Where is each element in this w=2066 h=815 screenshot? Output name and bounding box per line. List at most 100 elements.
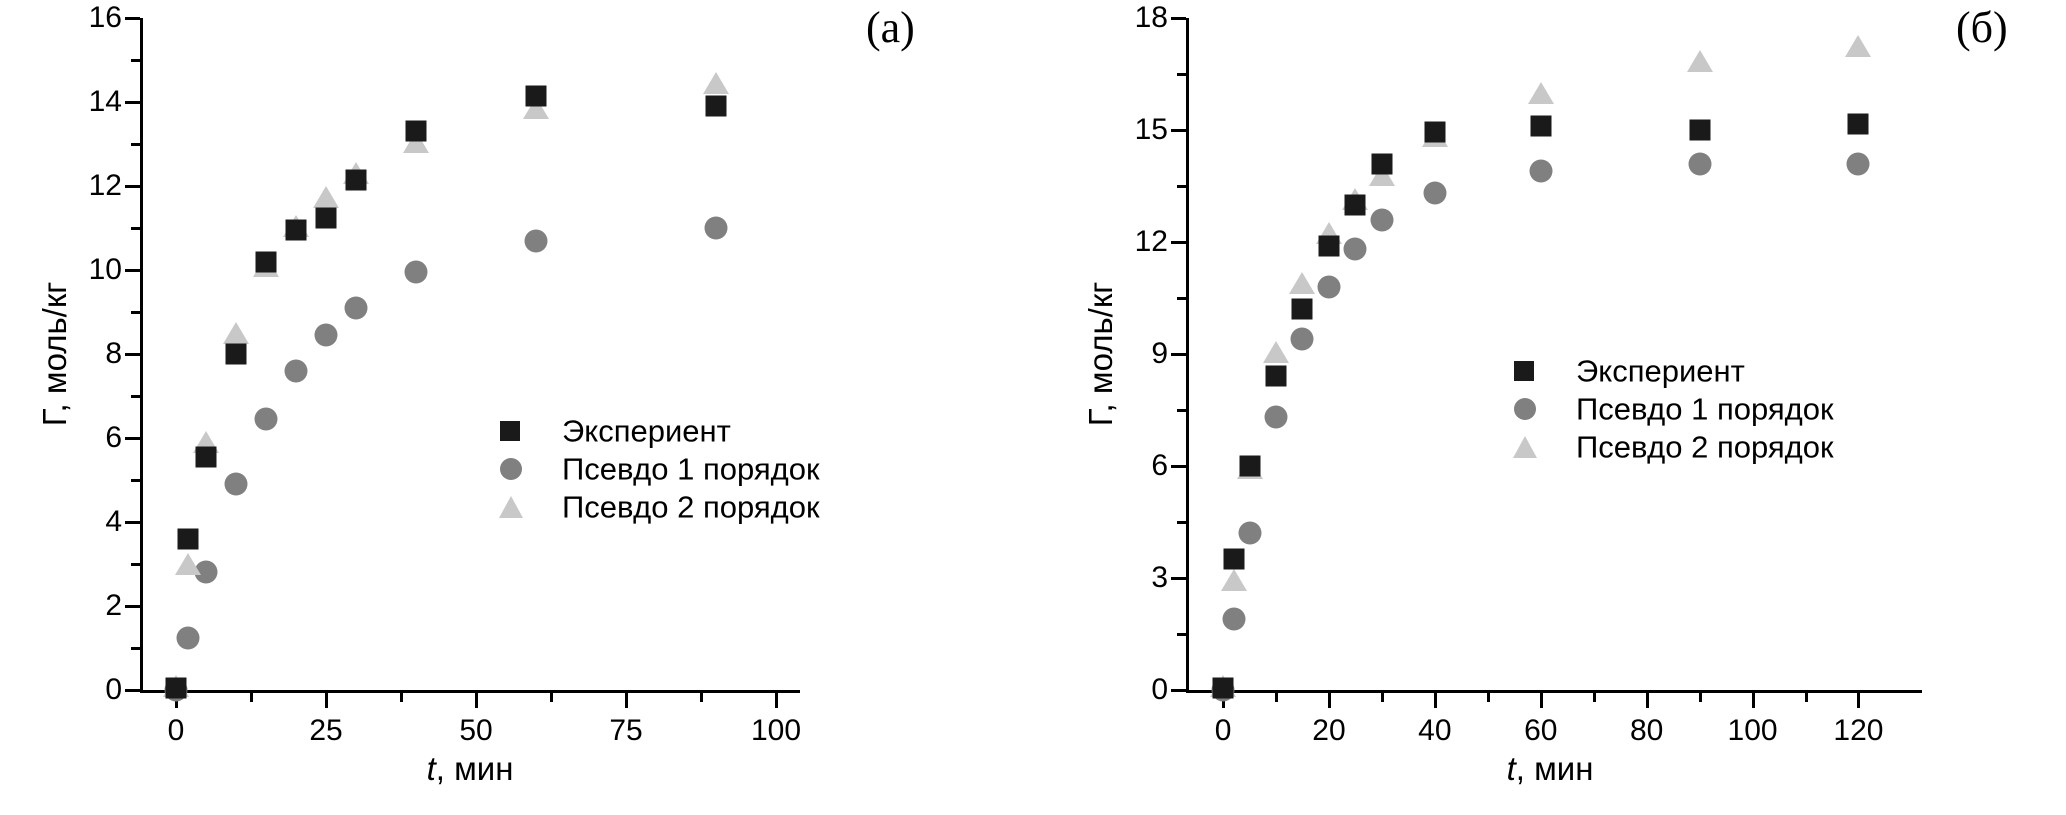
data-point — [1239, 455, 1261, 477]
legend-swatch-square — [1514, 361, 1534, 381]
y-tick-minor — [1177, 297, 1186, 300]
x-tick-minor — [250, 693, 253, 702]
data-point — [1263, 341, 1289, 364]
plot-area-b — [1171, 17, 1922, 708]
x-tick-major — [1539, 693, 1543, 708]
chart-panel-b: (б) Экспериент Псевдо 1 порядок Псевдо 2 п… — [1040, 0, 2066, 815]
data-point — [314, 323, 338, 347]
data-point — [703, 72, 729, 95]
y-tick-minor — [1177, 185, 1186, 188]
data-point — [177, 528, 199, 550]
data-point — [524, 229, 548, 253]
y-tick-label: 6 — [1151, 449, 1168, 482]
legend-swatch-circle — [1514, 398, 1536, 420]
data-point — [285, 219, 307, 241]
x-axis-title-symbol: t — [426, 750, 436, 787]
x-tick-minor — [1486, 693, 1490, 702]
y-tick-minor — [1177, 521, 1186, 524]
y-tick-minor — [1177, 73, 1186, 76]
x-axis-title: t, мин — [1507, 752, 1594, 785]
x-axis-title-unit: , мин — [1515, 750, 1594, 787]
y-tick-label: 8 — [105, 337, 122, 370]
data-point — [704, 216, 728, 240]
data-point — [1527, 81, 1554, 104]
data-point — [405, 120, 427, 142]
panel-letter-a: (a) — [866, 3, 915, 52]
x-tick-major — [1645, 693, 1649, 708]
y-tick-label: 0 — [105, 673, 122, 706]
y-tick-label: 3 — [1151, 561, 1168, 594]
data-point — [1529, 159, 1553, 183]
x-axis-title: t, мин — [427, 752, 514, 785]
x-tick-label: 20 — [1312, 714, 1346, 747]
data-point — [313, 185, 339, 208]
x-tick-minor — [1804, 693, 1808, 702]
y-tick-label: 9 — [1151, 337, 1168, 370]
x-tick-major — [1327, 693, 1331, 708]
y-tick-label: 6 — [105, 421, 122, 454]
x-tick-label: 40 — [1418, 714, 1452, 747]
data-point — [1265, 365, 1287, 387]
legend-item-label: Экспериент — [562, 413, 731, 449]
y-tick-major — [125, 17, 140, 20]
x-axis-title-symbol: t — [1506, 750, 1516, 787]
data-point — [1318, 235, 1340, 257]
y-tick-major — [1171, 465, 1186, 468]
x-tick-label: 100 — [750, 714, 802, 747]
data-point — [1370, 208, 1394, 232]
y-tick-major — [1171, 17, 1186, 20]
x-tick-major — [1433, 693, 1437, 708]
data-point — [1846, 152, 1870, 176]
y-tick-major — [125, 437, 140, 440]
data-point — [165, 677, 187, 699]
legend-item-label: Псевдо 2 порядок — [1576, 429, 1834, 465]
x-tick-major — [625, 693, 628, 708]
legend-swatch-triangle — [499, 496, 523, 518]
y-tick-label: 4 — [105, 505, 122, 538]
y-tick-major — [125, 521, 140, 524]
x-tick-minor — [1380, 693, 1384, 702]
data-point — [175, 553, 201, 575]
x-tick-major — [475, 693, 478, 708]
data-point — [1845, 35, 1872, 57]
y-tick-major — [1171, 689, 1186, 692]
y-tick-minor — [131, 59, 140, 62]
data-point — [1371, 153, 1393, 175]
x-tick-major — [1751, 693, 1755, 708]
data-point — [255, 251, 277, 273]
y-tick-major — [125, 101, 140, 104]
data-point — [1291, 298, 1313, 320]
data-point — [195, 446, 217, 468]
data-point — [1223, 548, 1245, 570]
x-tick-major — [325, 693, 328, 708]
legend-item-label: Экспериент — [1576, 353, 1745, 389]
chart-panel-a: (a) Экспериент Псевдо 1 порядок Псевдо 2 п… — [0, 0, 1000, 815]
x-tick-label: 0 — [167, 714, 185, 747]
y-tick-major — [1171, 353, 1186, 356]
x-tick-minor — [1592, 693, 1596, 702]
data-point — [1689, 119, 1711, 141]
y-axis-line — [1186, 18, 1189, 693]
x-axis-line — [140, 690, 800, 693]
y-tick-minor — [131, 395, 140, 398]
data-point — [1290, 327, 1314, 351]
data-point — [1264, 405, 1288, 429]
y-tick-major — [1171, 577, 1186, 580]
x-tick-minor — [400, 693, 403, 702]
plot-area-a — [125, 17, 800, 708]
data-point — [525, 85, 547, 107]
data-point — [1317, 275, 1341, 299]
x-tick-label: 100 — [1727, 714, 1778, 747]
y-tick-minor — [131, 143, 140, 146]
x-tick-major — [775, 693, 778, 708]
data-point — [284, 359, 308, 383]
y-tick-minor — [131, 563, 140, 566]
legend-swatch-square — [500, 421, 520, 441]
x-tick-label: 75 — [609, 714, 643, 747]
y-tick-major — [125, 353, 140, 356]
x-tick-label: 0 — [1214, 714, 1232, 747]
data-point — [1423, 181, 1447, 205]
x-tick-minor — [1698, 693, 1702, 702]
x-tick-label: 50 — [459, 714, 493, 747]
x-tick-major — [1857, 693, 1861, 708]
